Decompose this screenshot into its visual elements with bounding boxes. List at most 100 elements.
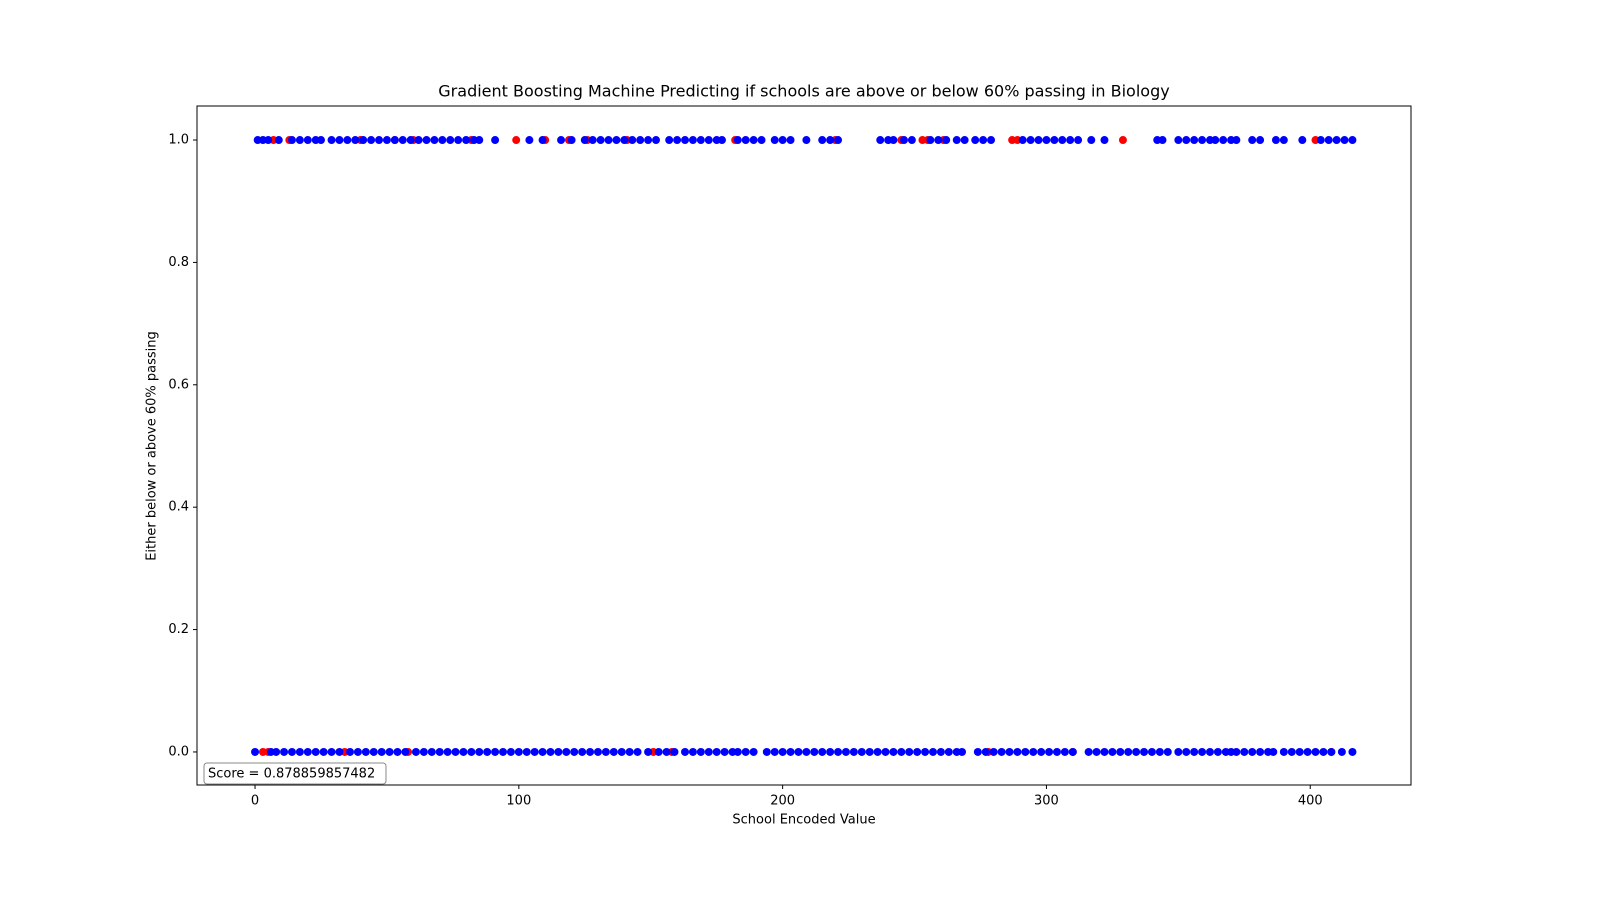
point — [401, 747, 410, 756]
point — [451, 747, 460, 756]
point — [654, 747, 663, 756]
point — [928, 747, 937, 756]
point — [696, 747, 705, 756]
point — [1050, 136, 1059, 145]
point — [876, 136, 885, 145]
point — [1037, 747, 1046, 756]
point — [1155, 747, 1164, 756]
point — [588, 136, 597, 145]
point — [1232, 136, 1241, 145]
point — [921, 747, 930, 756]
point — [475, 747, 484, 756]
point — [419, 747, 428, 756]
point — [1182, 136, 1191, 145]
point — [335, 747, 344, 756]
point — [989, 747, 998, 756]
point — [483, 747, 492, 756]
point — [612, 136, 621, 145]
point — [1248, 747, 1257, 756]
point — [1100, 136, 1109, 145]
point — [1158, 136, 1167, 145]
point — [1045, 747, 1054, 756]
point — [438, 136, 447, 145]
point — [406, 136, 415, 145]
x-tick-label: 200 — [770, 794, 795, 809]
x-tick-label: 400 — [1298, 794, 1323, 809]
y-axis-label: Either below or above 60% passing — [145, 331, 160, 561]
point — [303, 747, 312, 756]
point — [359, 136, 368, 145]
point — [770, 136, 779, 145]
point — [580, 136, 589, 145]
point — [1319, 747, 1328, 756]
point — [1084, 747, 1093, 756]
point — [1021, 747, 1030, 756]
point — [865, 747, 874, 756]
point — [385, 747, 394, 756]
point — [762, 747, 771, 756]
y-tick-label: 0.8 — [168, 255, 189, 270]
point — [1287, 747, 1296, 756]
point — [662, 747, 671, 756]
point — [973, 747, 982, 756]
point — [958, 747, 967, 756]
point — [393, 747, 402, 756]
point — [1256, 747, 1265, 756]
point — [818, 136, 827, 145]
point — [971, 136, 980, 145]
point — [454, 136, 463, 145]
point — [1337, 747, 1346, 756]
point — [1348, 136, 1357, 145]
point — [1190, 136, 1199, 145]
point — [546, 747, 555, 756]
point — [786, 136, 795, 145]
point — [1029, 747, 1038, 756]
point — [1060, 747, 1069, 756]
point — [696, 136, 705, 145]
point — [280, 747, 289, 756]
point — [351, 136, 360, 145]
point — [1279, 136, 1288, 145]
point — [1332, 136, 1341, 145]
point — [475, 136, 484, 145]
point — [369, 747, 378, 756]
y-tick-label: 0.4 — [168, 500, 189, 515]
point — [327, 136, 336, 145]
point — [287, 747, 296, 756]
point — [810, 747, 819, 756]
point — [446, 136, 455, 145]
point — [617, 747, 626, 756]
point — [264, 136, 273, 145]
point — [554, 747, 563, 756]
point — [1198, 747, 1207, 756]
point — [897, 747, 906, 756]
x-axis-label: School Encoded Value — [732, 813, 875, 828]
point — [274, 136, 283, 145]
point — [826, 136, 835, 145]
point — [633, 747, 642, 756]
point — [567, 136, 576, 145]
point — [889, 747, 898, 756]
point — [1092, 747, 1101, 756]
point — [530, 747, 539, 756]
point — [749, 747, 758, 756]
point — [1068, 747, 1077, 756]
point — [346, 747, 355, 756]
point — [1018, 136, 1027, 145]
point — [873, 747, 882, 756]
point — [1198, 136, 1207, 145]
point — [1295, 747, 1304, 756]
point — [681, 747, 690, 756]
point — [522, 747, 531, 756]
point — [826, 747, 835, 756]
point — [353, 747, 362, 756]
point — [390, 136, 399, 145]
point — [942, 136, 951, 145]
point — [665, 136, 674, 145]
point — [997, 747, 1006, 756]
point — [538, 136, 547, 145]
point — [717, 136, 726, 145]
point — [625, 747, 634, 756]
point — [1213, 747, 1222, 756]
